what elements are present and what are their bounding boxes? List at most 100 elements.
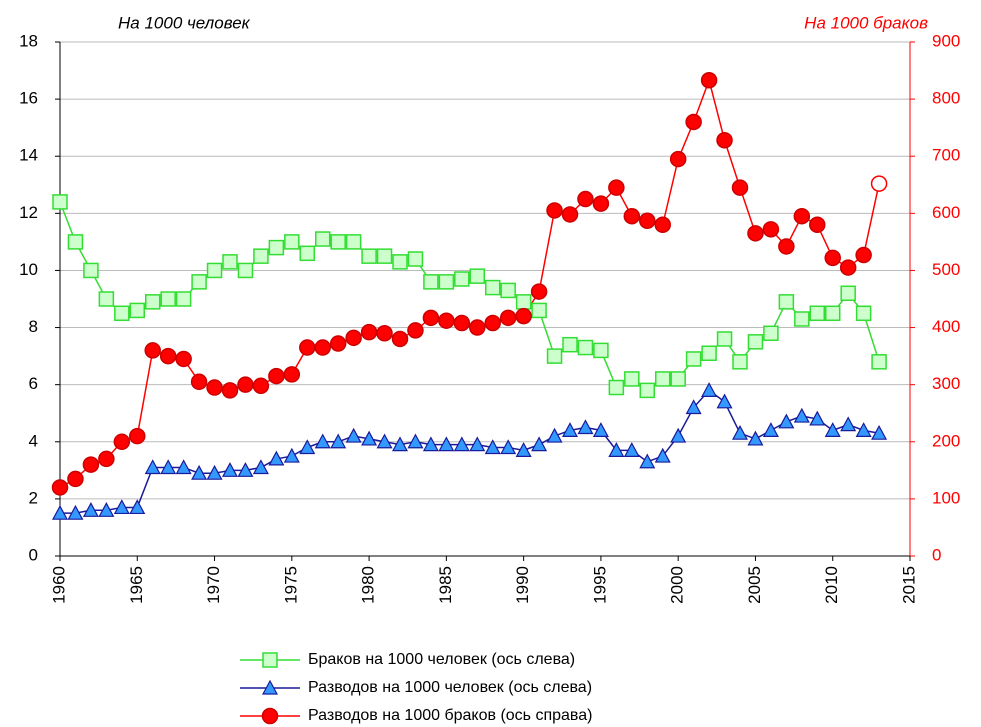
legend-marker xyxy=(261,707,279,725)
marker xyxy=(685,351,702,367)
marker xyxy=(794,311,810,327)
marker xyxy=(654,371,671,387)
marker xyxy=(469,436,486,452)
marker xyxy=(701,382,718,397)
marker xyxy=(639,453,656,469)
marker xyxy=(778,294,795,310)
marker xyxy=(839,259,857,276)
marker xyxy=(716,331,733,347)
marker xyxy=(391,436,409,452)
marker xyxy=(454,271,470,287)
marker xyxy=(314,231,331,247)
marker xyxy=(669,150,687,168)
marker xyxy=(438,274,455,290)
marker xyxy=(623,442,640,457)
marker xyxy=(499,309,517,327)
marker xyxy=(113,499,130,515)
marker xyxy=(577,419,594,435)
marker xyxy=(329,335,347,352)
marker xyxy=(159,347,177,365)
marker xyxy=(515,307,532,325)
marker xyxy=(840,416,857,432)
marker xyxy=(593,342,609,359)
marker xyxy=(763,325,779,342)
y-tick-label: 0 xyxy=(29,545,38,564)
marker xyxy=(685,113,702,131)
marker xyxy=(51,479,69,496)
x-tick-label: 1965 xyxy=(127,566,146,604)
y2-tick-label: 600 xyxy=(932,203,960,222)
marker xyxy=(531,436,548,452)
marker xyxy=(361,430,378,446)
marker xyxy=(391,330,409,348)
marker xyxy=(252,377,270,395)
marker xyxy=(83,262,99,279)
marker xyxy=(114,305,130,322)
marker xyxy=(191,274,207,290)
marker xyxy=(160,459,177,475)
marker xyxy=(809,410,826,426)
marker xyxy=(824,249,841,267)
marker xyxy=(299,339,316,356)
marker xyxy=(314,339,331,356)
marker xyxy=(484,314,501,332)
marker xyxy=(423,274,439,290)
marker xyxy=(747,430,764,446)
marker xyxy=(608,379,625,396)
x-tick-label: 1995 xyxy=(590,566,609,604)
legend-marker xyxy=(262,652,278,668)
marker xyxy=(113,433,131,451)
marker xyxy=(206,464,223,480)
marker xyxy=(253,248,269,264)
y-tick-label: 12 xyxy=(19,203,38,222)
x-tick-label: 1975 xyxy=(281,566,300,604)
marker xyxy=(731,179,749,196)
y-tick-label: 16 xyxy=(19,89,38,108)
marker xyxy=(716,393,733,409)
marker xyxy=(654,216,671,234)
marker xyxy=(747,225,764,242)
marker xyxy=(639,382,656,399)
marker xyxy=(190,373,208,391)
marker xyxy=(144,294,161,310)
marker xyxy=(824,422,841,437)
marker xyxy=(175,291,192,307)
marker xyxy=(392,254,408,270)
marker xyxy=(732,354,748,370)
marker xyxy=(206,262,223,279)
marker xyxy=(206,379,223,396)
marker xyxy=(144,459,161,475)
marker xyxy=(407,433,424,449)
marker xyxy=(376,433,393,449)
marker xyxy=(129,499,146,515)
x-tick-label: 2005 xyxy=(745,566,764,604)
marker xyxy=(175,459,192,475)
marker xyxy=(824,305,841,322)
marker xyxy=(809,305,826,322)
marker xyxy=(252,459,269,475)
marker xyxy=(871,424,888,440)
marker xyxy=(422,436,439,452)
marker xyxy=(422,309,440,327)
y2-axis-label: На 1000 браков xyxy=(804,13,928,32)
x-tick-label: 2015 xyxy=(899,566,918,604)
marker xyxy=(870,175,888,192)
x-tick-label: 1985 xyxy=(436,566,455,604)
marker xyxy=(160,291,176,307)
marker xyxy=(283,447,300,463)
marker xyxy=(283,366,301,383)
marker xyxy=(98,450,115,468)
marker xyxy=(376,248,393,264)
y-tick-label: 10 xyxy=(19,260,38,279)
marker xyxy=(314,433,331,449)
marker xyxy=(345,329,362,347)
marker xyxy=(453,436,470,452)
marker xyxy=(484,439,501,455)
marker xyxy=(67,504,84,520)
marker xyxy=(747,334,764,350)
marker xyxy=(500,282,516,299)
marker xyxy=(562,336,578,353)
marker xyxy=(701,345,717,362)
marker xyxy=(268,239,285,256)
